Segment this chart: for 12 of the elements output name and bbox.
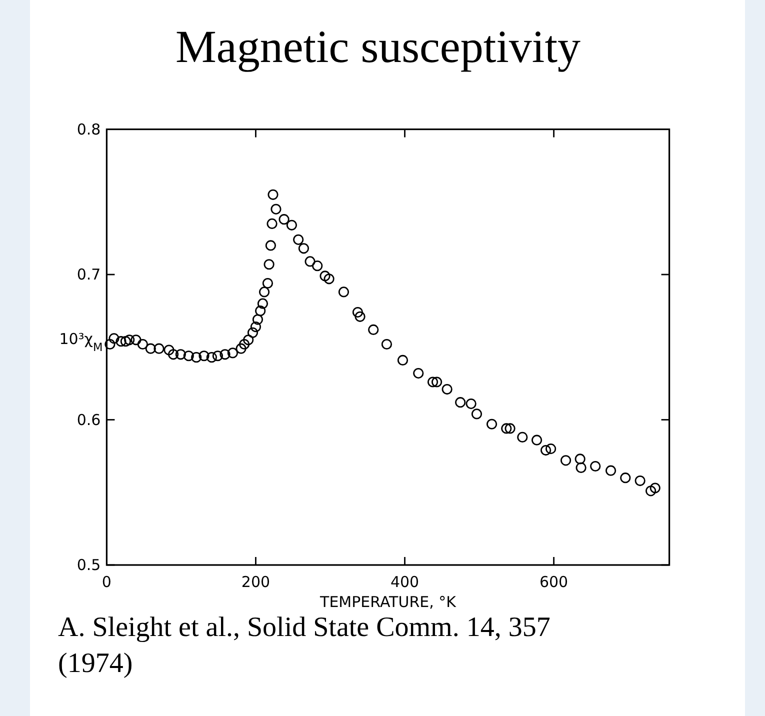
- y-tick-label: 0.6: [76, 410, 101, 429]
- y-tick-label: 0.5: [76, 556, 101, 574]
- y-axis-title: 10³χ$_{M}$: [59, 330, 103, 354]
- y-tick-label: 0.8: [76, 120, 101, 138]
- chart-title: Magnetic susceptivity: [176, 21, 580, 72]
- x-tick-label: 0: [102, 573, 112, 591]
- x-tick-label: 400: [390, 573, 420, 591]
- x-tick-label: 600: [539, 573, 568, 591]
- x-axis-title: TEMPERATURE, °K: [319, 593, 458, 611]
- y-tick-label: 0.7: [76, 266, 101, 284]
- text: A. Sleight et al., Solid State Comm. 14, 357 (1974): [58, 612, 550, 679]
- x-tick-label: 200: [241, 573, 270, 591]
